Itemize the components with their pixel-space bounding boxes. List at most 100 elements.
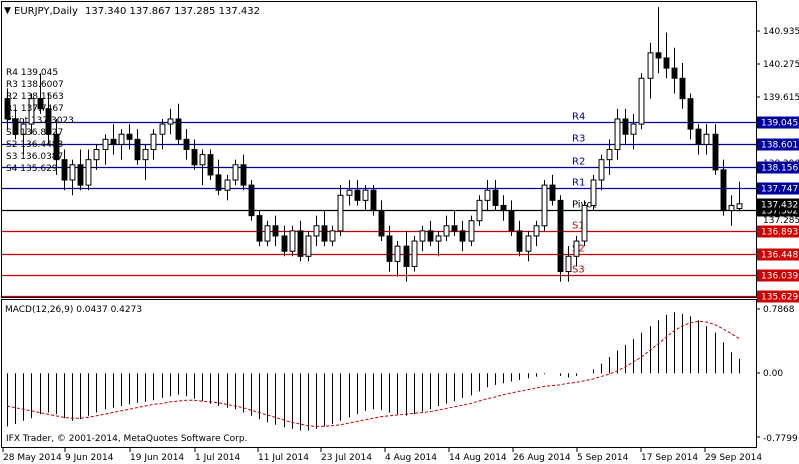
bear-candle	[386, 235, 393, 262]
bull-candle	[232, 164, 239, 181]
pivot-axis-label: 135.629	[761, 293, 798, 303]
bear-candle	[712, 133, 719, 171]
bear-candle	[655, 52, 662, 59]
pivot-axis-label-bg	[757, 290, 799, 303]
bear-candle	[207, 154, 214, 176]
bull-candle	[565, 255, 572, 273]
pivot-axis-label-bg	[757, 182, 799, 195]
bear-candle	[248, 184, 255, 217]
bull-candle	[167, 118, 174, 125]
bull-candle	[606, 149, 613, 161]
pivot-name-r1: R1	[572, 178, 585, 189]
bull-candle	[703, 133, 710, 145]
macd-title: MACD(12,26,9) 0.0437 0.4273	[5, 305, 142, 315]
macd-histogram	[7, 312, 740, 431]
bull-candle	[28, 98, 35, 125]
pivot-name-s3: S3	[572, 265, 585, 276]
pivot-axis-label: 136.039	[761, 272, 798, 282]
pivot-legend-r1: R1 137.7467	[6, 104, 64, 114]
chart-ohlc-values: 137.340 137.867 137.285 137.432	[85, 6, 260, 17]
time-label: 23 Jul 2014	[321, 453, 372, 463]
bear-candle	[500, 204, 507, 212]
bull-candle	[118, 133, 125, 145]
bull-candle	[419, 230, 426, 242]
pivot-lines: R4R3R2R1PivotS1S2S3	[2, 112, 756, 298]
pivot-legend-pivot: Pivot 137.3023	[6, 116, 74, 126]
pivot-name-s1: S1	[572, 221, 585, 232]
bull-candle	[142, 149, 149, 161]
chart-menu-arrow-icon[interactable]: ▼	[4, 6, 11, 16]
bear-candle	[687, 98, 694, 130]
bull-candle	[484, 189, 491, 201]
bull-candle	[614, 118, 621, 150]
bear-candle	[281, 235, 288, 252]
bull-candle	[468, 220, 475, 242]
bull-candle	[525, 235, 532, 252]
bull-candle	[573, 240, 580, 257]
bull-candle	[329, 230, 336, 242]
pivot-axis-label: 139.045	[761, 119, 798, 129]
bull-candle	[313, 225, 320, 237]
price-panel-frame	[1, 1, 757, 298]
pivot-axis-label: 136.893	[761, 228, 798, 238]
macd-tick-min: -0.7799	[763, 434, 798, 444]
bear-candle	[175, 118, 182, 140]
bear-candle	[720, 169, 727, 212]
bear-candle	[61, 159, 68, 181]
pivot-axis-label-bg	[757, 269, 799, 282]
bull-candle	[69, 164, 76, 181]
time-label: 28 May 2014	[3, 453, 62, 463]
bear-candle	[126, 133, 133, 140]
pivot-legend-s3: S3 136.0387	[6, 152, 63, 162]
pivot-name-r2: R2	[572, 157, 585, 168]
bull-candle	[362, 189, 369, 201]
bear-candle	[297, 230, 304, 257]
pivot-axis-label-bg	[757, 161, 799, 174]
bull-candle	[289, 230, 296, 252]
bear-candle	[53, 133, 60, 161]
macd-signal	[6, 320, 740, 427]
bear-candle	[663, 57, 670, 69]
time-label: 1 Jul 2014	[195, 453, 240, 463]
macd-panel-frame	[1, 299, 757, 448]
pivot-legend: R4 139.045 R3 138.6007 R2 138.1563 R1 13…	[6, 68, 74, 174]
pivot-axis-label-bg	[757, 138, 799, 151]
pivot-axis-label: 136.448	[761, 251, 798, 261]
bull-candle	[150, 133, 157, 150]
bear-candle	[12, 118, 19, 135]
bull-candle	[337, 194, 344, 232]
bull-candle	[159, 123, 166, 135]
time-label: 29 Sep 2014	[705, 453, 762, 463]
macd-axis[interactable]: 0.7868 0.00 -0.7799	[756, 305, 798, 444]
bull-candle	[102, 138, 109, 151]
bear-candle	[272, 225, 279, 237]
time-label: 11 Jul 2014	[258, 453, 309, 463]
bull-candle	[305, 235, 312, 257]
time-axis[interactable]: 28 May 2014 9 Jun 2014 19 Jun 2014 1 Jul…	[2, 448, 762, 463]
bull-candle	[476, 199, 483, 222]
bear-candle	[508, 210, 515, 232]
bear-candle	[77, 164, 84, 186]
pivot-axis-label-bg	[757, 116, 799, 129]
pivot-axis-labels: 139.045 138.601 138.156 137.747 137.302 136.8…	[757, 116, 799, 303]
bear-candle	[256, 215, 263, 242]
bull-candle	[93, 149, 100, 161]
current-price-label: 137.432	[761, 201, 798, 211]
pivot-name-r4: R4	[572, 112, 585, 123]
price-tick: 140.935	[763, 27, 799, 37]
bull-candle	[728, 204, 735, 212]
bull-candle	[630, 123, 637, 135]
bull-candle	[20, 123, 27, 135]
pivot-axis-label: 137.302	[761, 207, 798, 217]
pivot-legend-s1: S1 136.8927	[6, 128, 63, 138]
bear-candle	[695, 128, 702, 145]
candlesticks	[4, 7, 743, 282]
bull-candle	[581, 204, 588, 242]
bear-candle	[134, 138, 141, 161]
bear-candle	[4, 98, 11, 120]
bear-candle	[240, 164, 247, 186]
bull-candle	[346, 189, 353, 196]
bear-candle	[37, 98, 44, 110]
time-label: 4 Aug 2014	[385, 453, 437, 463]
